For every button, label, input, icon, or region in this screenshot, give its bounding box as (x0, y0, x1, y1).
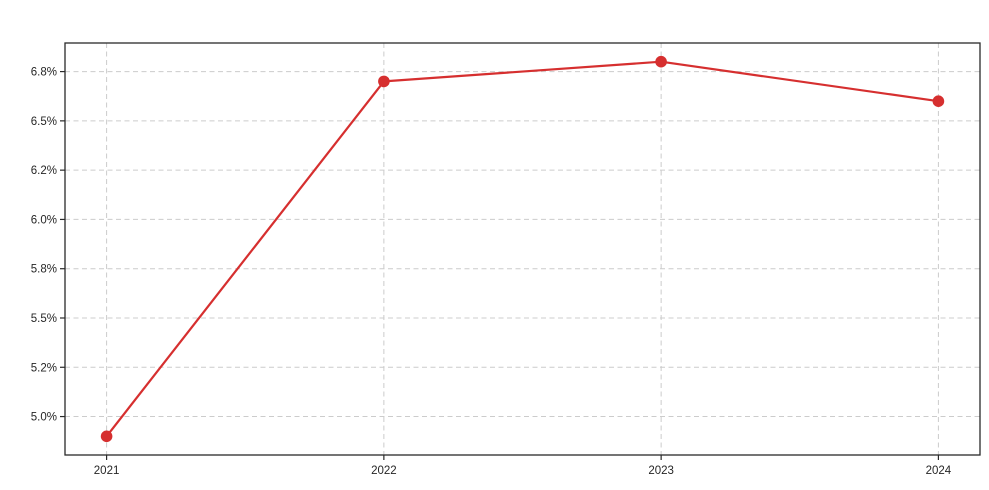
y-tick-label: 5.0% (31, 412, 57, 424)
data-point-2022 (378, 75, 390, 88)
y-tick-label: 5.5% (31, 313, 57, 325)
axes-background (65, 43, 980, 455)
y-tick-label: 6.0% (31, 214, 57, 226)
x-tick-label: 2021 (94, 465, 120, 477)
x-tick-label: 2024 (926, 465, 952, 477)
x-tick-label: 2023 (648, 465, 674, 477)
y-tick-label: 6.5% (31, 116, 57, 128)
data-point-2024 (932, 95, 945, 107)
data-point-2023 (655, 55, 667, 68)
data-point-2021 (100, 430, 113, 443)
y-tick-label: 5.2% (31, 362, 57, 374)
axes-frame (64, 42, 981, 456)
x-tick-label: 2022 (371, 465, 397, 477)
trend-line (105, 60, 940, 438)
y-tick-label: 5.8% (31, 264, 57, 276)
y-tick-label: 6.2% (31, 165, 57, 177)
y-tick-label: 6.8% (31, 67, 57, 79)
